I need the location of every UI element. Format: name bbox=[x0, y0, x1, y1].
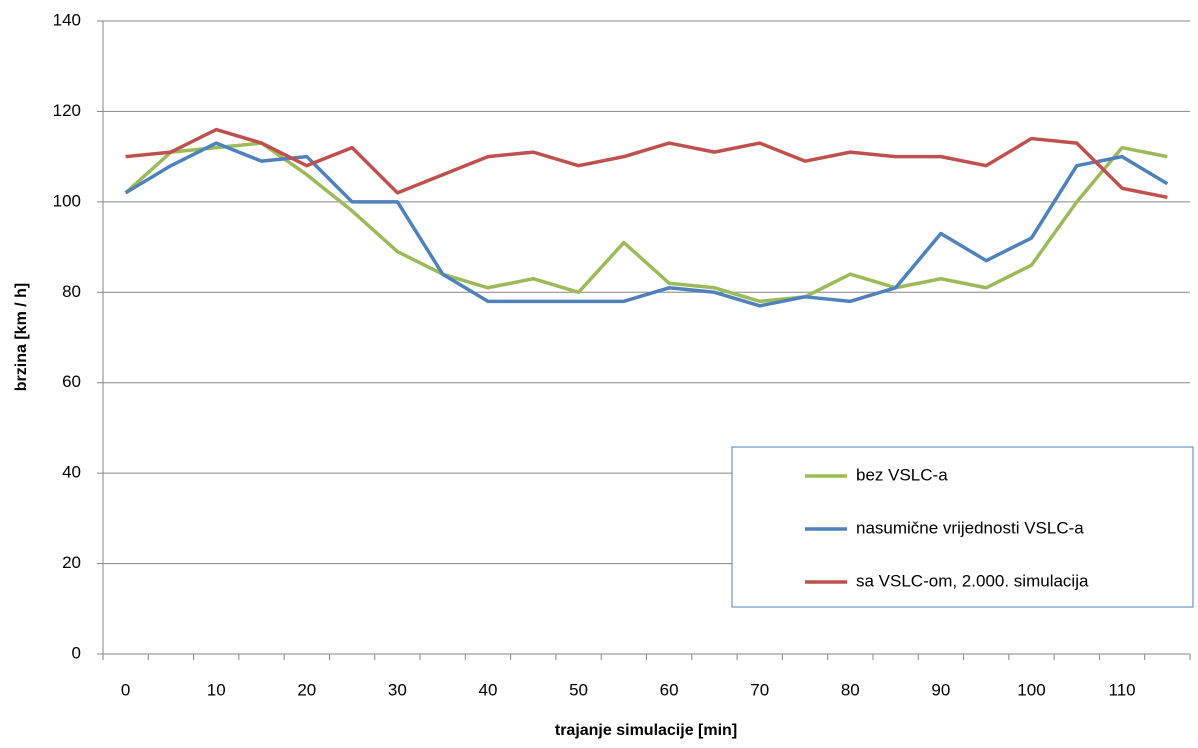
x-tick-label: 60 bbox=[660, 680, 679, 699]
y-axis-label: brzina [km / h] bbox=[13, 283, 30, 391]
x-tick-label: 30 bbox=[388, 680, 407, 699]
y-tick-label: 80 bbox=[62, 282, 81, 301]
y-tick-label: 40 bbox=[62, 463, 81, 482]
x-tick-label: 90 bbox=[931, 680, 950, 699]
x-tick-label: 110 bbox=[1109, 680, 1136, 699]
x-tick-label: 50 bbox=[569, 680, 588, 699]
series-line bbox=[124, 141, 1168, 304]
series-line bbox=[124, 141, 1169, 308]
y-tick-label: 20 bbox=[62, 553, 81, 572]
legend-label: sa VSLC-om, 2.000. simulacija bbox=[856, 571, 1089, 590]
x-tick-label: 80 bbox=[841, 680, 860, 699]
y-tick-label: 100 bbox=[53, 191, 81, 210]
legend-label: bez VSLC-a bbox=[856, 465, 948, 484]
x-tick-label: 20 bbox=[297, 680, 316, 699]
y-tick-label: 120 bbox=[53, 101, 81, 120]
x-tick-label: 10 bbox=[207, 680, 226, 699]
y-tick-label: 60 bbox=[62, 372, 81, 391]
y-tick-label: 140 bbox=[53, 10, 81, 29]
x-tick-label: 0 bbox=[121, 680, 130, 699]
x-tick-label: 70 bbox=[750, 680, 769, 699]
legend-label: nasumične vrijednosti VSLC-a bbox=[856, 518, 1084, 537]
x-tick-label: 100 bbox=[1017, 680, 1045, 699]
x-tick-label: 40 bbox=[479, 680, 498, 699]
series-line bbox=[125, 127, 1168, 200]
y-tick-label: 0 bbox=[72, 643, 81, 662]
x-axis-label: trajanje simulacije [min] bbox=[555, 722, 737, 739]
